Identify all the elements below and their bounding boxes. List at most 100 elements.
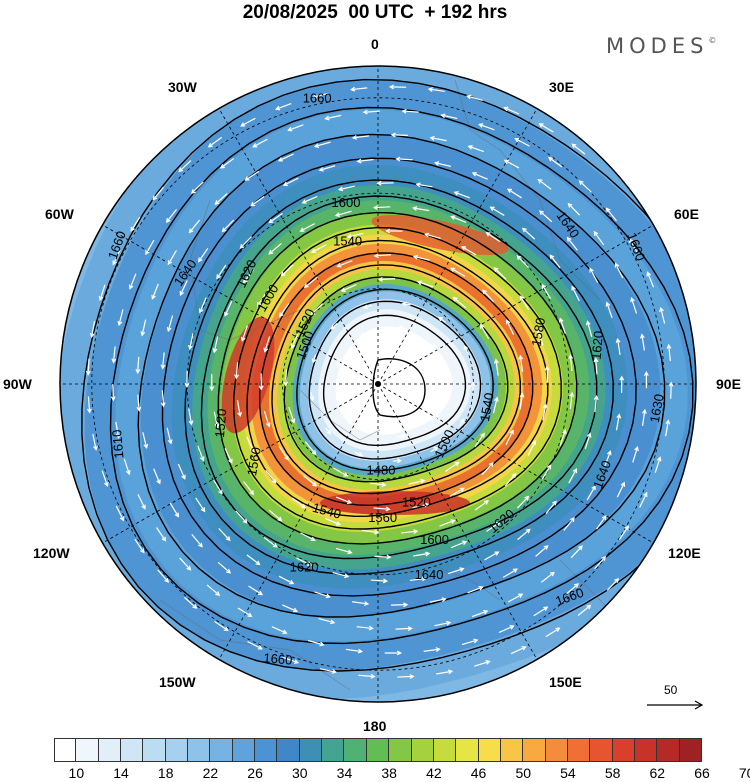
lon-label-30w: 30W <box>168 79 197 95</box>
wind-arrow <box>504 472 517 487</box>
wind-arrow <box>239 236 253 249</box>
height-contour <box>308 300 482 460</box>
wind-arrow <box>480 323 490 340</box>
contour-label: 1480 <box>367 462 396 477</box>
wind-arrow <box>614 262 624 279</box>
wind-arrow <box>563 517 575 531</box>
wind-arrow <box>619 375 625 393</box>
lon-label-150e: 150E <box>549 674 582 690</box>
wind-arrow <box>252 138 268 148</box>
wind-arrow <box>538 123 554 133</box>
wind-arrow <box>198 247 209 263</box>
colorbar-cell <box>523 738 546 762</box>
jet-max-west <box>221 316 275 434</box>
wind-arrow <box>128 273 137 290</box>
colorbar-cell <box>456 738 479 762</box>
height-contour <box>322 314 467 446</box>
wind-arrow <box>123 458 131 476</box>
wind-arrow <box>188 333 194 351</box>
wind-arrow <box>503 106 520 115</box>
wind-arrow <box>197 445 205 462</box>
wind-arrow <box>224 447 233 464</box>
wind-arrow <box>310 303 324 316</box>
colorbar-cell <box>98 738 122 762</box>
colorbar-tick-label: 22 <box>202 765 219 781</box>
wind-arrow <box>195 497 206 513</box>
colorbar-cell <box>612 738 635 762</box>
colorbar-cell <box>433 738 457 762</box>
wind-arrow <box>536 328 544 346</box>
wind-arrow <box>446 377 452 387</box>
wind-arrow <box>506 188 522 199</box>
wind-arrow <box>153 468 161 485</box>
wind-arrow <box>413 551 431 557</box>
wind-arrow <box>310 244 327 253</box>
wind-arrow <box>449 487 465 497</box>
wind-arrow <box>401 301 411 307</box>
wind-arrow <box>586 485 596 501</box>
wind-arrow <box>221 219 235 233</box>
wind-arrow <box>296 557 313 566</box>
wind-arrow <box>287 124 304 132</box>
contour-label: 1620 <box>588 330 605 360</box>
colorbar-tick-label: 38 <box>381 765 397 781</box>
wind-arrow <box>434 161 452 167</box>
lon-label-90e: 90E <box>716 376 741 392</box>
lon-label-120e: 120E <box>668 545 701 561</box>
wind-arrow <box>654 456 662 473</box>
wind-arrow <box>130 216 141 232</box>
wind-arrow <box>236 400 243 418</box>
wind-arrow <box>332 571 350 579</box>
contour-label: 1520 <box>402 494 431 509</box>
wind-arrow <box>291 497 307 509</box>
contour-label: 1660 <box>303 90 332 105</box>
wind-arrow <box>594 555 607 570</box>
meridian <box>102 224 379 385</box>
wind-arrow <box>184 370 190 388</box>
wind-arrow <box>571 285 580 302</box>
wind-arrow <box>373 253 391 259</box>
wind-arrow <box>604 450 612 467</box>
wind-arrow <box>519 295 530 311</box>
wind-arrow <box>340 284 357 292</box>
wind-arrow <box>423 647 441 653</box>
wind-arrow <box>401 529 419 534</box>
wind-arrow <box>258 373 264 391</box>
wind-arrow <box>639 491 648 508</box>
contour-label: 1540 <box>333 233 362 248</box>
wind-arrow <box>412 206 430 212</box>
wind-arrow <box>467 585 484 594</box>
wind-arrow <box>666 343 672 361</box>
wind-arrow <box>110 384 116 402</box>
wind-arrow <box>584 432 592 450</box>
wind-arrow <box>184 596 198 609</box>
wind-arrow <box>486 521 501 532</box>
wind-arrow <box>156 527 167 542</box>
wind-arrow <box>568 353 574 372</box>
colorbar-cell <box>210 738 233 762</box>
wind-arrow <box>167 250 177 266</box>
wind-arrow <box>346 232 364 239</box>
colorbar-cell <box>500 738 524 762</box>
wind-vectors <box>85 84 674 679</box>
height-contour <box>217 211 578 545</box>
wind-arrow <box>330 322 338 330</box>
wind-arrow <box>415 182 433 188</box>
contour-label: 1640 <box>415 567 444 582</box>
wind-arrow <box>336 358 342 368</box>
wind-arrow <box>616 481 626 498</box>
wind-arrow <box>605 301 613 319</box>
wind-arrow <box>385 228 403 234</box>
wind-arrow <box>451 540 468 549</box>
wind-arrow <box>459 418 465 427</box>
wind-arrow <box>112 249 121 266</box>
wind-arrow <box>516 254 529 268</box>
wind-arrow <box>213 411 220 429</box>
wind-arrow <box>288 407 296 424</box>
central-low-contour <box>372 358 426 418</box>
lon-label-60w: 60W <box>45 206 74 222</box>
wind-arrow <box>356 625 374 631</box>
wind-arrow <box>519 392 525 410</box>
wind-arrow <box>474 660 491 667</box>
wind-arrow <box>117 309 124 327</box>
